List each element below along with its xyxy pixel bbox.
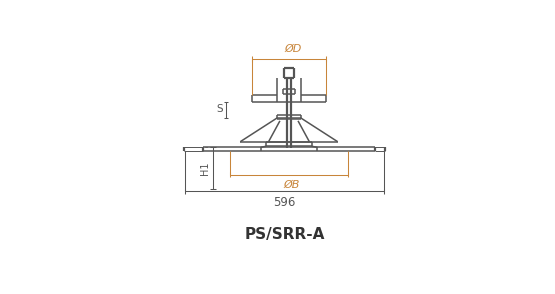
Text: PS/SRR-A: PS/SRR-A	[244, 227, 325, 242]
Text: H1: H1	[200, 161, 210, 175]
Text: 596: 596	[273, 196, 296, 209]
Text: ØB: ØB	[283, 179, 299, 190]
Text: ØD: ØD	[284, 44, 301, 54]
Text: S: S	[216, 104, 223, 114]
